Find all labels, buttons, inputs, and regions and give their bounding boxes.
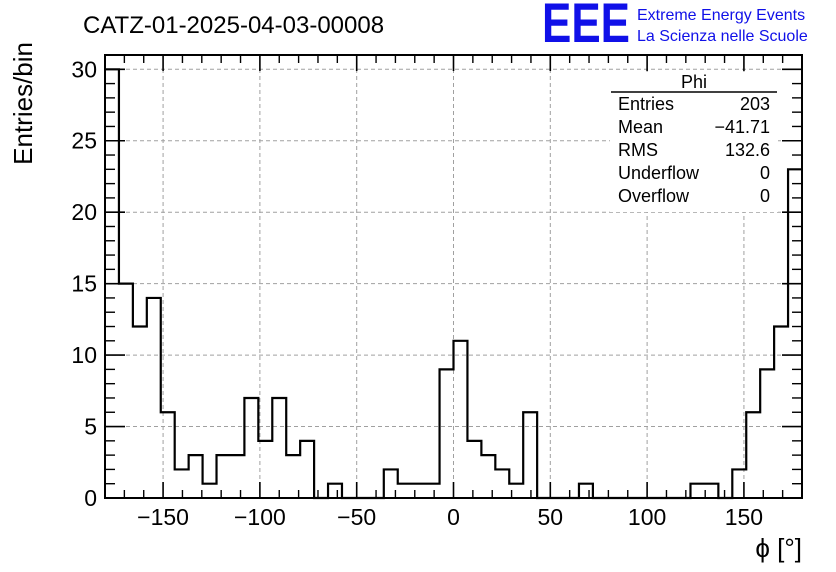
logo-line-1: Extreme Energy Events [637, 7, 805, 24]
y-axis-label: Entries/bin [8, 42, 38, 165]
stats-rows: Entries 203 Mean −41.71 RMS 132.6 Underflow 0 Ov… [618, 94, 770, 206]
stats-value: 203 [740, 94, 770, 114]
x-tick-label: −150 [137, 504, 189, 530]
y-tick-label: 15 [71, 271, 97, 297]
chart-title: CATZ-01-2025-04-03-00008 [83, 12, 384, 39]
x-tick-labels: −150 −100 −50 0 50 100 150 [137, 504, 763, 530]
logo-line-2: La Scienza nelle Scuole [637, 28, 808, 45]
eee-logo: EEE Extreme Energy Events La Scienza nel… [542, 0, 808, 54]
stats-title: Phi [681, 72, 707, 92]
x-tick-label: 50 [538, 504, 564, 530]
x-tick-label: −50 [337, 504, 376, 530]
stats-label: Underflow [618, 163, 700, 183]
stats-value: −41.71 [714, 117, 770, 137]
y-tick-label: 25 [71, 128, 97, 154]
x-tick-label: 100 [628, 504, 666, 530]
x-tick-label: 0 [447, 504, 460, 530]
plot-frame [104, 54, 803, 499]
y-tick-label: 0 [84, 485, 97, 511]
y-tick-label: 20 [71, 199, 97, 225]
stats-box: Phi Entries 203 Mean −41.71 RMS 132.6 Underflo… [610, 72, 778, 212]
logo-mark: EEE [542, 0, 630, 54]
x-tick-label: −100 [234, 504, 286, 530]
histogram-outline [105, 68, 802, 500]
y-tick-label: 30 [71, 56, 97, 82]
y-tick-labels: 0 5 10 15 20 25 30 [71, 56, 97, 511]
stats-label: Entries [618, 94, 674, 114]
x-axis-label: ϕ [°] [755, 533, 802, 563]
stats-value: 0 [760, 186, 770, 206]
stats-value: 0 [760, 163, 770, 183]
stats-value: 132.6 [725, 140, 770, 160]
y-tick-label: 10 [71, 342, 97, 368]
stats-label: RMS [618, 140, 658, 160]
x-tick-label: 150 [725, 504, 763, 530]
stats-label: Overflow [618, 186, 690, 206]
stats-label: Mean [618, 117, 663, 137]
y-tick-label: 5 [84, 414, 97, 440]
